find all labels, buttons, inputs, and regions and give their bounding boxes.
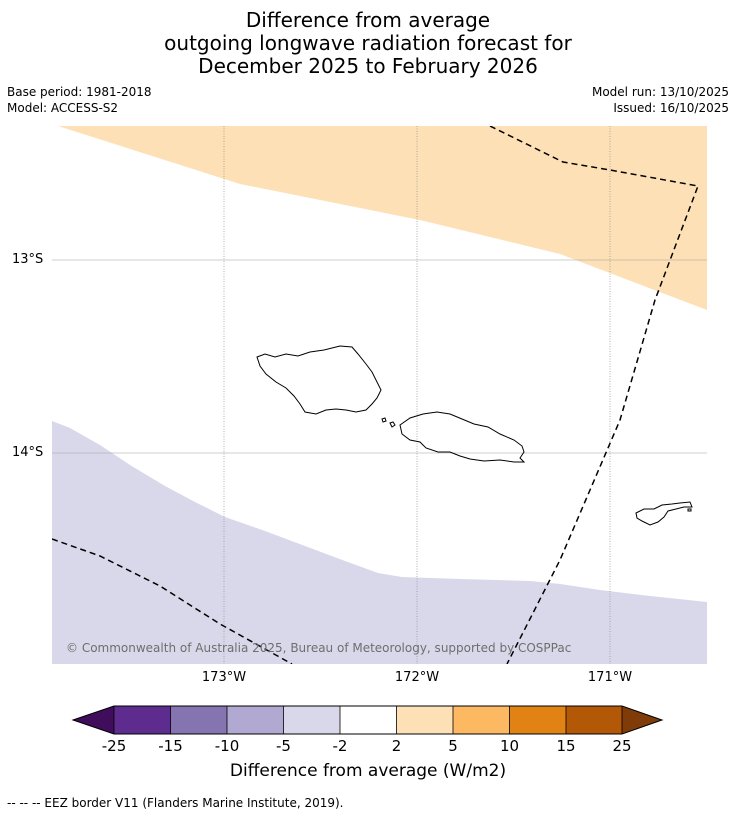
colorbar-extend-low <box>73 706 114 734</box>
colorbar-segment <box>114 706 171 734</box>
aunuu-island <box>687 508 692 512</box>
title-line-1: Difference from average <box>245 8 491 32</box>
meta-right: Model run: 13/10/2025 Issued: 16/10/2025 <box>592 84 729 116</box>
lon-label-172w: 172°W <box>394 670 440 685</box>
colorbar-segment <box>227 706 284 734</box>
savaii-island <box>256 345 382 415</box>
meta-left: Base period: 1981-2018 Model: ACCESS-S2 <box>7 84 152 116</box>
colorbar-tick: 10 <box>499 737 520 755</box>
issued-date: Issued: 16/10/2025 <box>613 101 729 115</box>
lon-label-173w: 173°W <box>201 670 247 685</box>
colorbar-segment <box>340 706 397 734</box>
colorbar-tick: -25 <box>101 737 127 755</box>
colorbar-extend-high <box>622 706 662 734</box>
colorbar-tick: -15 <box>158 737 183 755</box>
lat-label-13s: 13°S <box>12 252 44 267</box>
colorbar-tick: -5 <box>276 737 291 755</box>
map-area <box>52 126 707 664</box>
lat-label-14s: 14°S <box>12 445 44 460</box>
negative-anomaly-region <box>52 421 707 664</box>
upolu-island <box>399 411 526 463</box>
title-line-2: outgoing longwave radiation forecast for <box>164 31 572 55</box>
eez-legend-note: -- -- -- EEZ border V11 (Flanders Marine… <box>7 796 344 810</box>
colorbar-segment <box>396 706 453 734</box>
colorbar-tick: 15 <box>556 737 576 755</box>
eez-border-southwest <box>52 538 293 664</box>
colorbar-tick: -10 <box>214 737 240 755</box>
colorbar-tick: 25 <box>612 737 632 755</box>
colorbar-tick: 2 <box>391 737 402 755</box>
colorbar <box>71 705 664 735</box>
colorbar-segment <box>509 706 566 734</box>
colorbar-segment <box>170 706 227 734</box>
lon-label-171w: 171°W <box>587 670 633 685</box>
colorbar-segment <box>283 706 340 734</box>
base-period: Base period: 1981-2018 <box>7 85 152 99</box>
colorbar-segment <box>453 706 510 734</box>
manono-island <box>389 421 396 428</box>
colorbar-segment <box>566 706 622 734</box>
positive-anomaly-region <box>58 126 707 310</box>
model-run: Model run: 13/10/2025 <box>591 85 729 99</box>
title-line-3: December 2025 to February 2026 <box>198 54 538 78</box>
colorbar-tick: -2 <box>332 737 348 755</box>
apolima-island <box>381 417 387 423</box>
model-name: Model: ACCESS-S2 <box>7 101 119 115</box>
eez-border-east <box>489 126 700 664</box>
colorbar-label: Difference from average (W/m2) <box>229 761 507 781</box>
tutuila-island <box>635 501 693 526</box>
colorbar-tick: 5 <box>448 737 458 755</box>
copyright-notice: © Commonwealth of Australia 2025, Bureau… <box>66 641 572 655</box>
